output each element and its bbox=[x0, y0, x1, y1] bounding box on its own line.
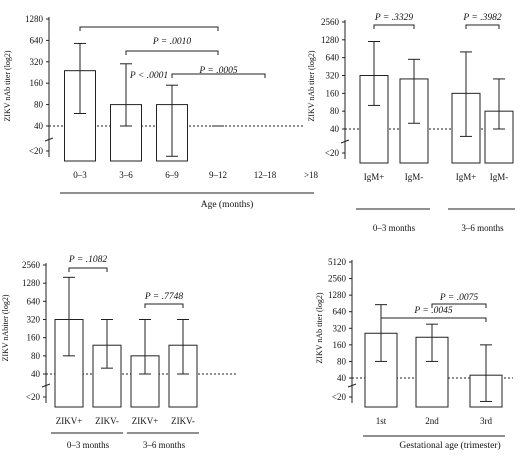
y-axis-label: ZIKV nAb titer (log2) bbox=[3, 50, 12, 122]
y-tick-label: 80 bbox=[330, 106, 340, 116]
y-tick-label: 160 bbox=[30, 78, 44, 88]
x-tick-label: 0–3 bbox=[73, 170, 87, 180]
significance-bracket bbox=[68, 267, 108, 272]
y-tick-label: 320 bbox=[326, 71, 340, 81]
y-tick-label: 2560 bbox=[321, 17, 340, 27]
x-tick-label: 3–6 bbox=[119, 170, 133, 180]
y-tick-label: 40 bbox=[330, 124, 340, 134]
p-value-label: P = .0075 bbox=[439, 293, 478, 303]
y-tick-label: 80 bbox=[337, 356, 347, 366]
x-axis-label: Gestational age (trimester) bbox=[399, 440, 500, 451]
x-tick-label: 1st bbox=[376, 416, 387, 426]
chart-panel-3: 2560 1280 640 320 160 80 40 <20 ZIKV nAbiter (lo… bbox=[1, 255, 238, 450]
x-tick-label: >18 bbox=[304, 170, 319, 180]
y-axis-break bbox=[340, 139, 350, 144]
p-value-label: P = .0005 bbox=[198, 66, 237, 76]
y-tick-label: 1280 bbox=[321, 35, 340, 45]
y-tick-label: 160 bbox=[326, 88, 340, 98]
significance-bracket bbox=[465, 24, 500, 29]
x-group-label: 0–3 months bbox=[67, 440, 110, 450]
x-tick-label: 6–9 bbox=[165, 170, 179, 180]
y-tick-label: <20 bbox=[332, 392, 347, 402]
y-tick-label: 5120 bbox=[328, 257, 347, 267]
p-value-label: P = .0045 bbox=[413, 306, 452, 316]
x-tick-label: ZIKV+ bbox=[132, 416, 159, 426]
y-tick-label: <20 bbox=[29, 146, 44, 156]
significance-bracket bbox=[125, 50, 219, 55]
y-tick-label: 1280 bbox=[25, 14, 44, 24]
x-tick-label: ZIKV+ bbox=[56, 416, 83, 426]
y-axis-label: ZIKV nAb titer (log2) bbox=[315, 292, 324, 364]
x-tick-label: 9–12 bbox=[209, 170, 227, 180]
x-group-label: 3–6 months bbox=[461, 223, 504, 233]
x-tick-label: IgM- bbox=[405, 172, 424, 182]
p-value-label: P = .3982 bbox=[462, 13, 501, 23]
y-axis-break bbox=[41, 383, 51, 388]
significance-bracket bbox=[171, 73, 266, 78]
y-tick-label: 2560 bbox=[328, 274, 347, 284]
y-tick-label: 40 bbox=[31, 369, 41, 379]
y-tick-label: 80 bbox=[31, 351, 41, 361]
x-tick-label: 3rd bbox=[480, 416, 492, 426]
significance-bracket bbox=[373, 24, 415, 29]
x-tick-label: ZIKV- bbox=[95, 416, 119, 426]
significance-bracket bbox=[431, 303, 487, 308]
chart-panel-2: 2560 1280 640 320 160 80 40 <20 ZIKV nAb titer (… bbox=[307, 13, 515, 233]
x-tick-label: ZIKV- bbox=[171, 416, 195, 426]
y-tick-label: <20 bbox=[325, 148, 340, 158]
p-value-label: P = .7748 bbox=[144, 292, 183, 302]
y-axis-break bbox=[44, 137, 54, 142]
chart-panel-1: 1280 640 320 160 80 40 <20 ZIKV nAb titer (log2… bbox=[3, 14, 319, 210]
x-tick-label: 12–18 bbox=[254, 170, 277, 180]
y-tick-label: 640 bbox=[30, 35, 44, 45]
y-tick-label: 40 bbox=[337, 373, 347, 383]
x-group-label: 3–6 months bbox=[143, 440, 186, 450]
chart-panel-4: 5120 2560 1280 640 320 160 80 40 <20 ZIKV nAb tit… bbox=[315, 257, 513, 451]
y-tick-label: 640 bbox=[333, 307, 347, 317]
p-value-label: P = .3329 bbox=[374, 13, 413, 23]
y-tick-label: 1280 bbox=[328, 290, 347, 300]
y-tick-label: 160 bbox=[27, 333, 41, 343]
y-tick-label: 40 bbox=[34, 121, 44, 131]
x-group-label: 0–3 months bbox=[373, 223, 416, 233]
significance-bracket bbox=[144, 303, 184, 308]
y-axis-label: ZIKV nAbiter (log2) bbox=[1, 294, 10, 361]
y-tick-label: 640 bbox=[326, 53, 340, 63]
y-tick-label: 1280 bbox=[22, 278, 41, 288]
y-tick-label: 320 bbox=[30, 57, 44, 67]
y-tick-label: <20 bbox=[26, 392, 41, 402]
significance-bracket bbox=[380, 317, 487, 322]
y-tick-label: 640 bbox=[27, 296, 41, 306]
y-tick-label: 320 bbox=[333, 323, 347, 333]
y-axis-break bbox=[347, 383, 357, 388]
x-tick-label: IgM- bbox=[490, 172, 509, 182]
significance-bracket bbox=[79, 26, 219, 31]
y-axis-label: ZIKV nAb titer (log2) bbox=[307, 50, 316, 122]
p-value-label: P = .0010 bbox=[152, 37, 191, 47]
x-tick-label: IgM+ bbox=[364, 172, 385, 182]
p-value-label: P = .1082 bbox=[68, 255, 107, 265]
x-tick-label: 2nd bbox=[425, 416, 439, 426]
x-tick-label: IgM+ bbox=[456, 172, 477, 182]
x-axis-label: Age (months) bbox=[201, 199, 254, 210]
y-tick-label: 160 bbox=[333, 340, 347, 350]
p-value-label: P < .0001 bbox=[129, 71, 168, 81]
y-tick-label: 2560 bbox=[22, 260, 41, 270]
y-tick-label: 320 bbox=[27, 315, 41, 325]
y-tick-label: 80 bbox=[34, 100, 44, 110]
